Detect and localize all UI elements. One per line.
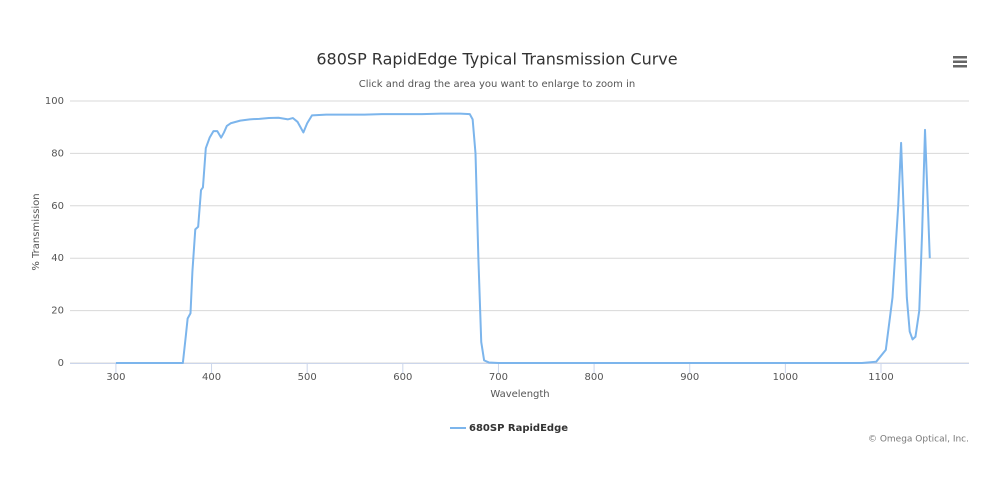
- x-tick-label: 600: [393, 372, 412, 383]
- legend-item[interactable]: 680SP RapidEdge: [450, 423, 568, 434]
- legend-label: 680SP RapidEdge: [469, 423, 568, 434]
- x-tick-label: 300: [106, 372, 125, 383]
- menu-bar: [953, 65, 967, 68]
- menu-bar: [953, 60, 967, 63]
- x-axis-title: Wavelength: [490, 389, 549, 400]
- y-tick-label: 40: [51, 253, 64, 264]
- chart-subtitle: Click and drag the area you want to enla…: [359, 79, 635, 90]
- credits: © Omega Optical, Inc.: [868, 435, 969, 445]
- x-tick-label: 700: [489, 372, 508, 383]
- y-tick-label: 0: [58, 358, 64, 369]
- y-tick-label: 60: [51, 201, 64, 212]
- y-axis-title: % Transmission: [31, 193, 42, 270]
- chart-title: 680SP RapidEdge Typical Transmission Cur…: [316, 50, 677, 69]
- y-tick-label: 20: [51, 306, 64, 317]
- x-tick-label: 900: [680, 372, 699, 383]
- menu-bar: [953, 56, 967, 59]
- menu-button[interactable]: [953, 56, 967, 68]
- y-tick-label: 100: [45, 96, 64, 107]
- x-tick-label: 500: [298, 372, 317, 383]
- x-tick-label: 400: [202, 372, 221, 383]
- x-tick-label: 800: [585, 372, 604, 383]
- x-tick-label: 1000: [773, 372, 798, 383]
- y-tick-label: 80: [51, 148, 64, 159]
- data-line: [115, 112, 931, 364]
- x-tick-label: 1100: [868, 372, 893, 383]
